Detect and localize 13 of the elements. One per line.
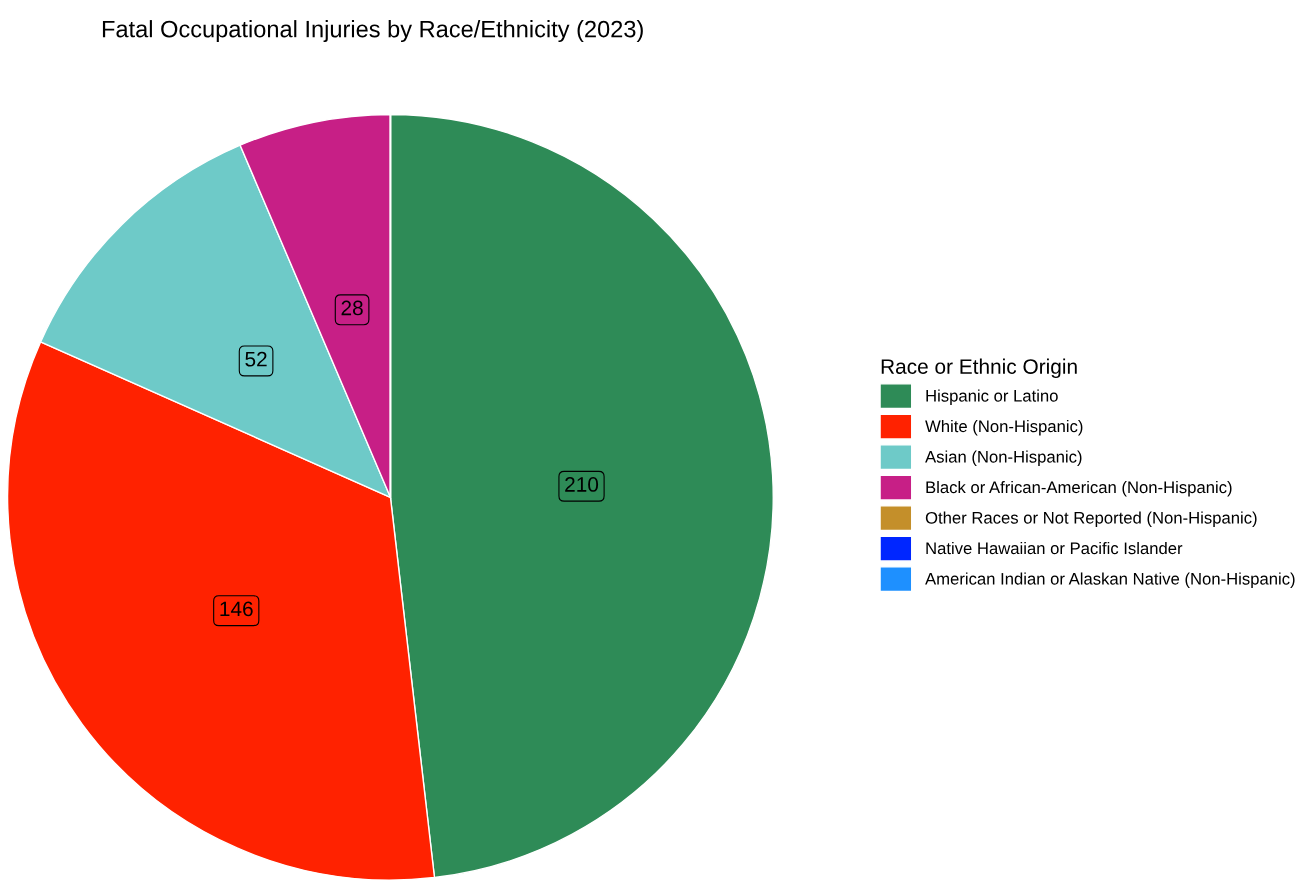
legend-label: Other Races or Not Reported (Non-Hispanic) xyxy=(925,511,1257,527)
legend-label: American Indian or Alaskan Native (Non-Hispanic) xyxy=(925,572,1295,588)
chart-title: Fatal Occupational Injuries by Race/Ethnicity (2023) xyxy=(102,20,643,43)
legend-label: Hispanic or Latino xyxy=(926,389,1058,405)
data-label: 210 xyxy=(565,477,599,492)
legend-label: Asian (Non-Hispanic) xyxy=(925,450,1082,466)
data-label: 28 xyxy=(341,300,363,316)
data-label: 146 xyxy=(220,601,253,617)
legend-label: Native Hawaiian or Pacific Islander xyxy=(926,541,1183,555)
legend-title: Race or Ethnic Origin xyxy=(881,358,1077,379)
legend-label: Black or African-American (Non-Hispanic) xyxy=(926,480,1232,497)
legend-label: White (Non-Hispanic) xyxy=(925,419,1083,436)
data-label: 52 xyxy=(245,351,267,367)
